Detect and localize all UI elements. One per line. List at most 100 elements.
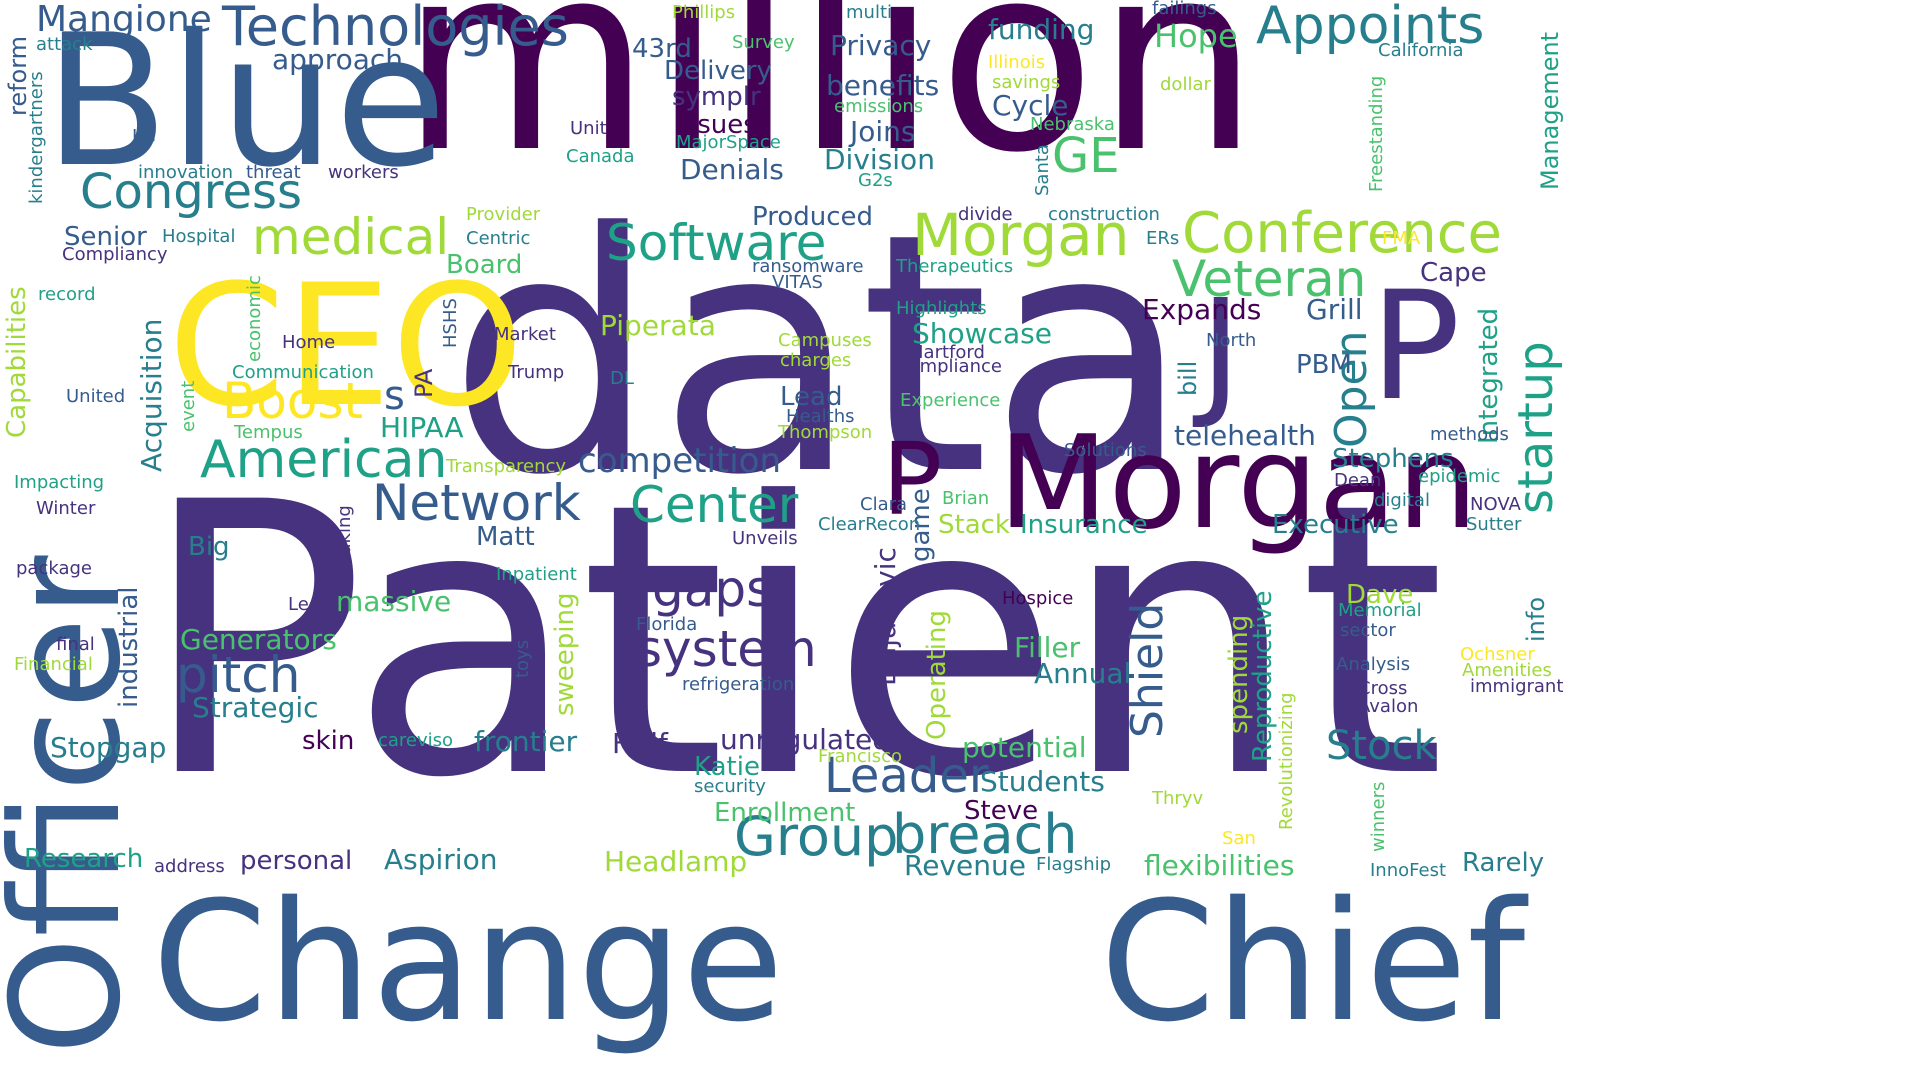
word-ochsner: Ochsner bbox=[1460, 644, 1535, 665]
word-experience: Experience bbox=[900, 390, 1001, 411]
word-francisco: Francisco bbox=[818, 746, 903, 767]
word-majorspace: MajorSpace bbox=[676, 132, 781, 153]
word-event: event bbox=[178, 380, 199, 432]
word-patient: Patient bbox=[140, 424, 1446, 860]
word-communication: Communication bbox=[232, 362, 374, 383]
word-security: security bbox=[694, 776, 766, 797]
word-santa: Santa bbox=[1032, 144, 1053, 196]
word-clearecon: ClearRecon bbox=[818, 514, 921, 535]
word-ceo: CEO bbox=[168, 248, 524, 444]
word-congress: Congress bbox=[80, 164, 302, 220]
word-hospital: Hospital bbox=[162, 226, 236, 247]
word-management: Management bbox=[1536, 31, 1564, 190]
word-approach: approach bbox=[272, 43, 404, 76]
word-divide: divide bbox=[958, 204, 1013, 225]
word-mangione: Mangione bbox=[36, 0, 212, 40]
word-expands: Expands bbox=[1142, 293, 1262, 326]
word-network: Network bbox=[372, 474, 581, 532]
word-hartford: Hartford bbox=[910, 342, 985, 363]
word-software: Software bbox=[606, 214, 827, 272]
word-epidemic: epidemic bbox=[1418, 466, 1501, 487]
word-stopgap: Stopgap bbox=[50, 731, 167, 764]
word-half: Half bbox=[612, 727, 668, 760]
word-filler: Filler bbox=[1014, 631, 1081, 664]
word-katie: Katie bbox=[694, 752, 760, 782]
word-dollar: dollar bbox=[1160, 74, 1211, 95]
word-illinois: Illinois bbox=[988, 52, 1046, 73]
word-amenities: Amenities bbox=[1462, 660, 1552, 681]
word-board: Board bbox=[446, 250, 523, 280]
word-frontier: frontier bbox=[474, 725, 578, 758]
word-multi: multi bbox=[846, 2, 893, 23]
word-unregulated: unregulated bbox=[720, 723, 891, 756]
word-leader: Leader bbox=[824, 748, 989, 804]
word-43rd: 43rd bbox=[632, 34, 692, 64]
word-cape: Cape bbox=[1420, 258, 1487, 288]
word-grill: Grill bbox=[1306, 293, 1363, 326]
word-thryv: Thryv bbox=[1152, 788, 1204, 809]
word-market: Market bbox=[494, 324, 556, 345]
word-winter: Winter bbox=[36, 498, 96, 519]
word-ge: GE bbox=[1052, 128, 1120, 184]
word-transparency: Transparency bbox=[446, 456, 567, 477]
word-s: s bbox=[384, 373, 405, 419]
word-massive: massive bbox=[336, 585, 452, 618]
word-phillips: Phillips bbox=[672, 2, 736, 23]
word-open: Open bbox=[1326, 330, 1377, 448]
word-million: million bbox=[400, 0, 1260, 209]
word-chief: Chief bbox=[1100, 866, 1526, 1058]
word-medical: medical bbox=[252, 208, 450, 266]
word-change: Change bbox=[152, 866, 784, 1058]
word-economic: economic bbox=[244, 275, 265, 362]
word-data: data bbox=[448, 163, 1192, 547]
word-canada: Canada bbox=[566, 146, 635, 167]
word-fma: FMA bbox=[1382, 228, 1421, 249]
word-hope: Hope bbox=[1154, 17, 1238, 55]
word-freestanding: Freestanding bbox=[1366, 75, 1387, 192]
word-research: Research bbox=[24, 844, 144, 874]
word-ransomware: ransomware bbox=[752, 256, 864, 277]
word-centric: Centric bbox=[466, 228, 531, 249]
word-careviso: careviso bbox=[378, 730, 454, 751]
word-innovation: innovation bbox=[138, 162, 233, 183]
word-generators: Generators bbox=[180, 623, 337, 656]
word-north: North bbox=[1206, 330, 1257, 351]
word-compliancy: Compliancy bbox=[62, 244, 168, 265]
word-insurance: Insurance bbox=[1020, 510, 1148, 540]
word-breach: breach bbox=[892, 803, 1078, 866]
word-vitas: VITAS bbox=[772, 272, 823, 293]
word-inpatient: Inpatient bbox=[496, 564, 577, 585]
word-survey: Survey bbox=[732, 32, 795, 53]
word-financial: Financial bbox=[14, 654, 93, 675]
word-failings: failings bbox=[1152, 0, 1217, 19]
word-acquisition: Acquisition bbox=[135, 318, 168, 472]
word-piperata: Piperata bbox=[600, 309, 716, 342]
word-stock: Stock bbox=[1326, 723, 1437, 769]
word-conference: Conference bbox=[1182, 201, 1503, 266]
word-reproductive: Reproductive bbox=[1248, 590, 1278, 762]
word-executive: Executive bbox=[1272, 510, 1399, 540]
word-morgan-mid: Morgan bbox=[912, 201, 1130, 269]
word-issues: Issues bbox=[676, 110, 757, 140]
word-benefits: benefits bbox=[826, 69, 940, 102]
word-center: Center bbox=[630, 476, 799, 534]
word-hshs: HSHS bbox=[440, 298, 461, 348]
word-emissions: emissions bbox=[834, 96, 924, 117]
word-trump: Trump bbox=[508, 362, 565, 383]
word-enrollment: Enrollment bbox=[714, 798, 856, 828]
word-impacting: Impacting bbox=[14, 472, 105, 493]
word-dujanovic: Dujanovic bbox=[869, 547, 902, 686]
word-attack: attack bbox=[36, 34, 93, 55]
word-sector: sector bbox=[1340, 620, 1396, 641]
word-package: package bbox=[16, 558, 92, 579]
word-appoints: Appoints bbox=[1256, 0, 1485, 56]
word-ers: ERs bbox=[1146, 228, 1180, 249]
word-blue: Blue bbox=[44, 0, 447, 207]
word-dean: Dean bbox=[1334, 470, 1382, 491]
word-operating: Operating bbox=[922, 610, 952, 740]
word-healths: Healths bbox=[786, 406, 855, 427]
word-unveils: Unveils bbox=[732, 528, 798, 549]
word-capabilities: Capabilities bbox=[2, 286, 32, 438]
word-denials: Denials bbox=[680, 153, 784, 186]
